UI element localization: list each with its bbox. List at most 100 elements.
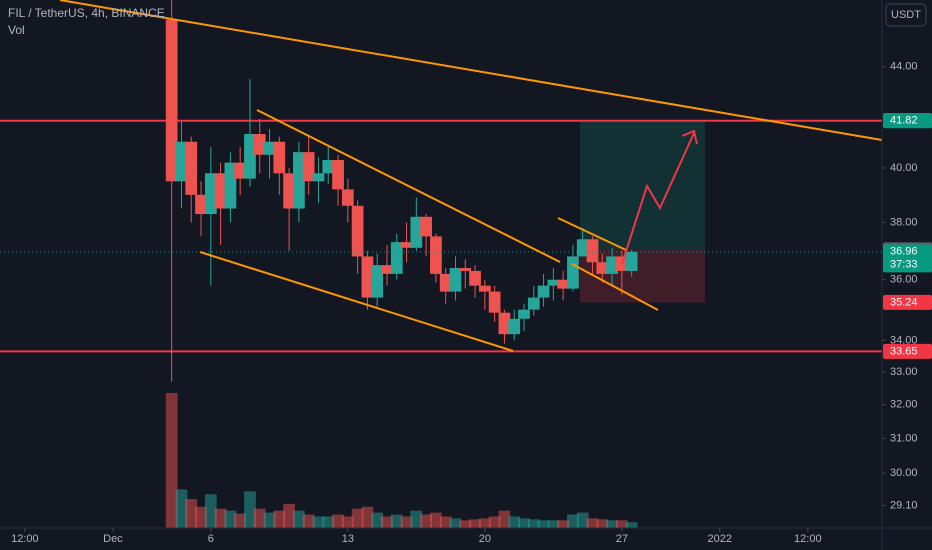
- volume-bar: [283, 503, 295, 528]
- channel-bottom: [199, 251, 514, 352]
- x-tick-label: 12:00: [11, 533, 39, 545]
- candle-body: [606, 256, 618, 274]
- arrow-head: [681, 129, 698, 145]
- candle-body: [195, 194, 207, 215]
- x-tick-label: 13: [342, 533, 354, 545]
- y-tick-label: 31.00: [890, 432, 918, 444]
- candle-body: [332, 160, 344, 190]
- candle-body: [263, 141, 276, 155]
- volume-bar: [576, 512, 589, 528]
- volume-bar: [449, 518, 462, 528]
- volume-bar: [195, 506, 207, 528]
- volume-bar: [439, 516, 452, 528]
- candle-body: [224, 162, 237, 209]
- volume-bar: [459, 520, 472, 528]
- candle-body: [547, 279, 560, 286]
- candle-body: [488, 291, 501, 313]
- volume-bar: [371, 512, 384, 528]
- volume-bar: [185, 499, 198, 528]
- candle-body: [273, 141, 286, 174]
- volume-bar: [253, 508, 266, 528]
- candle-body: [341, 189, 354, 206]
- volume-bar: [293, 510, 305, 528]
- candle-body: [361, 256, 374, 298]
- x-tick-label: 12:00: [794, 533, 822, 545]
- x-tick-label: 6: [208, 533, 214, 545]
- candle-body: [508, 318, 521, 335]
- volume-bar: [322, 516, 335, 528]
- flag-bottom: [571, 263, 659, 311]
- candle-body: [381, 265, 393, 274]
- volume-bar: [537, 520, 550, 528]
- candle-body: [459, 268, 472, 271]
- candle-body: [567, 256, 579, 289]
- countdown-label: 37:33: [890, 259, 918, 271]
- projection-arrow: [621, 132, 695, 265]
- currency-button[interactable]: [885, 3, 927, 27]
- volume-bar: [312, 516, 325, 528]
- volume-bar: [341, 516, 354, 528]
- candle-body: [214, 173, 227, 209]
- candle-body: [449, 268, 462, 292]
- target-zone: [580, 120, 705, 250]
- volume-bar: [302, 514, 315, 528]
- y-tick-label: 29.10: [890, 499, 918, 511]
- price-badge: [883, 294, 932, 310]
- candle-body: [302, 152, 315, 182]
- candle-body: [175, 141, 188, 182]
- flag-top: [557, 217, 627, 251]
- price-badge: [883, 244, 932, 273]
- volume-bar: [351, 508, 364, 528]
- currency-label[interactable]: USDT: [891, 9, 921, 21]
- candle-body: [576, 239, 589, 257]
- volume-bar: [625, 522, 638, 528]
- volume-bar: [332, 514, 344, 528]
- plot-area: [0, 0, 882, 528]
- volume-bar: [165, 393, 178, 528]
- candle-body: [439, 273, 452, 292]
- volume-bar: [567, 514, 579, 528]
- price-badge-label: 41.82: [890, 115, 918, 127]
- y-tick-label: 36.00: [890, 274, 918, 286]
- candle-body: [410, 216, 423, 248]
- candle-body: [469, 270, 481, 286]
- candle-body: [351, 205, 364, 257]
- volume-bar: [361, 506, 374, 528]
- candle-body: [625, 251, 638, 271]
- volume-bar: [547, 520, 560, 528]
- y-tick-label: 32.00: [890, 399, 918, 411]
- volume-bar: [244, 491, 256, 528]
- volume-bar: [527, 519, 540, 528]
- drawings: [59, 0, 883, 352]
- price-badge: [883, 343, 932, 359]
- candle-body: [430, 236, 442, 274]
- x-tick-label: 2022: [707, 533, 731, 545]
- volume-bar: [586, 518, 599, 528]
- indicator-label: Vol: [8, 23, 25, 37]
- x-tick-label: Dec: [103, 533, 123, 545]
- y-tick-label: 33.00: [890, 366, 918, 378]
- volume-bar: [263, 512, 276, 528]
- trend-line: [59, 0, 883, 141]
- y-tick-label: 44.00: [890, 61, 918, 73]
- candle-body: [498, 312, 511, 335]
- x-tick-label: 20: [479, 533, 491, 545]
- volume-bar: [234, 513, 247, 528]
- candle-body: [537, 285, 550, 298]
- candle-body: [244, 134, 256, 179]
- candle-body: [586, 239, 599, 263]
- candle-body: [312, 173, 325, 182]
- candle-body: [527, 297, 540, 310]
- candle-body: [204, 173, 217, 215]
- candle-body: [234, 162, 247, 179]
- volume-bar: [273, 510, 286, 528]
- candle-body: [518, 309, 530, 319]
- volume-bar: [596, 519, 609, 528]
- candle-body: [371, 265, 384, 298]
- y-tick-label: 30.00: [890, 467, 918, 479]
- candle-body: [557, 279, 570, 289]
- volume-bar: [410, 510, 423, 528]
